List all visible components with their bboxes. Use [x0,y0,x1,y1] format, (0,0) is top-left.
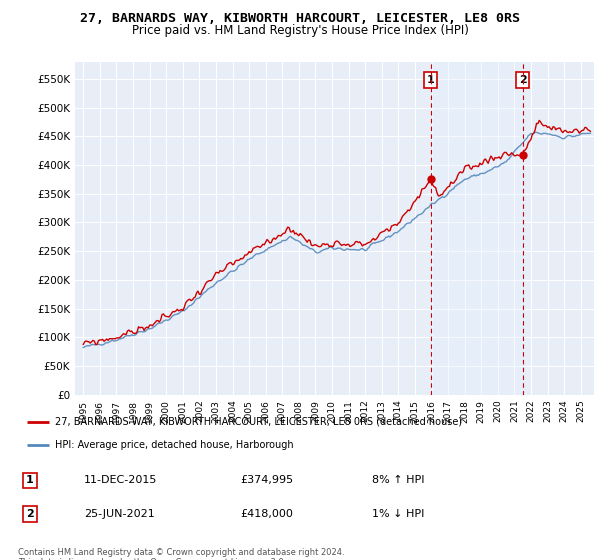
Text: 2: 2 [518,75,526,85]
Text: 1: 1 [26,475,34,486]
Text: Contains HM Land Registry data © Crown copyright and database right 2024.
This d: Contains HM Land Registry data © Crown c… [18,548,344,560]
Text: 27, BARNARDS WAY, KIBWORTH HARCOURT, LEICESTER, LE8 0RS: 27, BARNARDS WAY, KIBWORTH HARCOURT, LEI… [80,12,520,25]
Text: 11-DEC-2015: 11-DEC-2015 [84,475,157,486]
Text: 25-JUN-2021: 25-JUN-2021 [84,509,155,519]
Text: £374,995: £374,995 [240,475,293,486]
Text: 8% ↑ HPI: 8% ↑ HPI [372,475,425,486]
Text: £418,000: £418,000 [240,509,293,519]
Text: 27, BARNARDS WAY, KIBWORTH HARCOURT, LEICESTER, LE8 0RS (detached house): 27, BARNARDS WAY, KIBWORTH HARCOURT, LEI… [55,417,462,427]
Bar [431,62,523,395]
Text: Price paid vs. HM Land Registry's House Price Index (HPI): Price paid vs. HM Land Registry's House … [131,24,469,36]
Text: 2: 2 [26,509,34,519]
Text: HPI: Average price, detached house, Harborough: HPI: Average price, detached house, Harb… [55,440,293,450]
Text: 1: 1 [427,75,434,85]
Text: 1% ↓ HPI: 1% ↓ HPI [372,509,424,519]
